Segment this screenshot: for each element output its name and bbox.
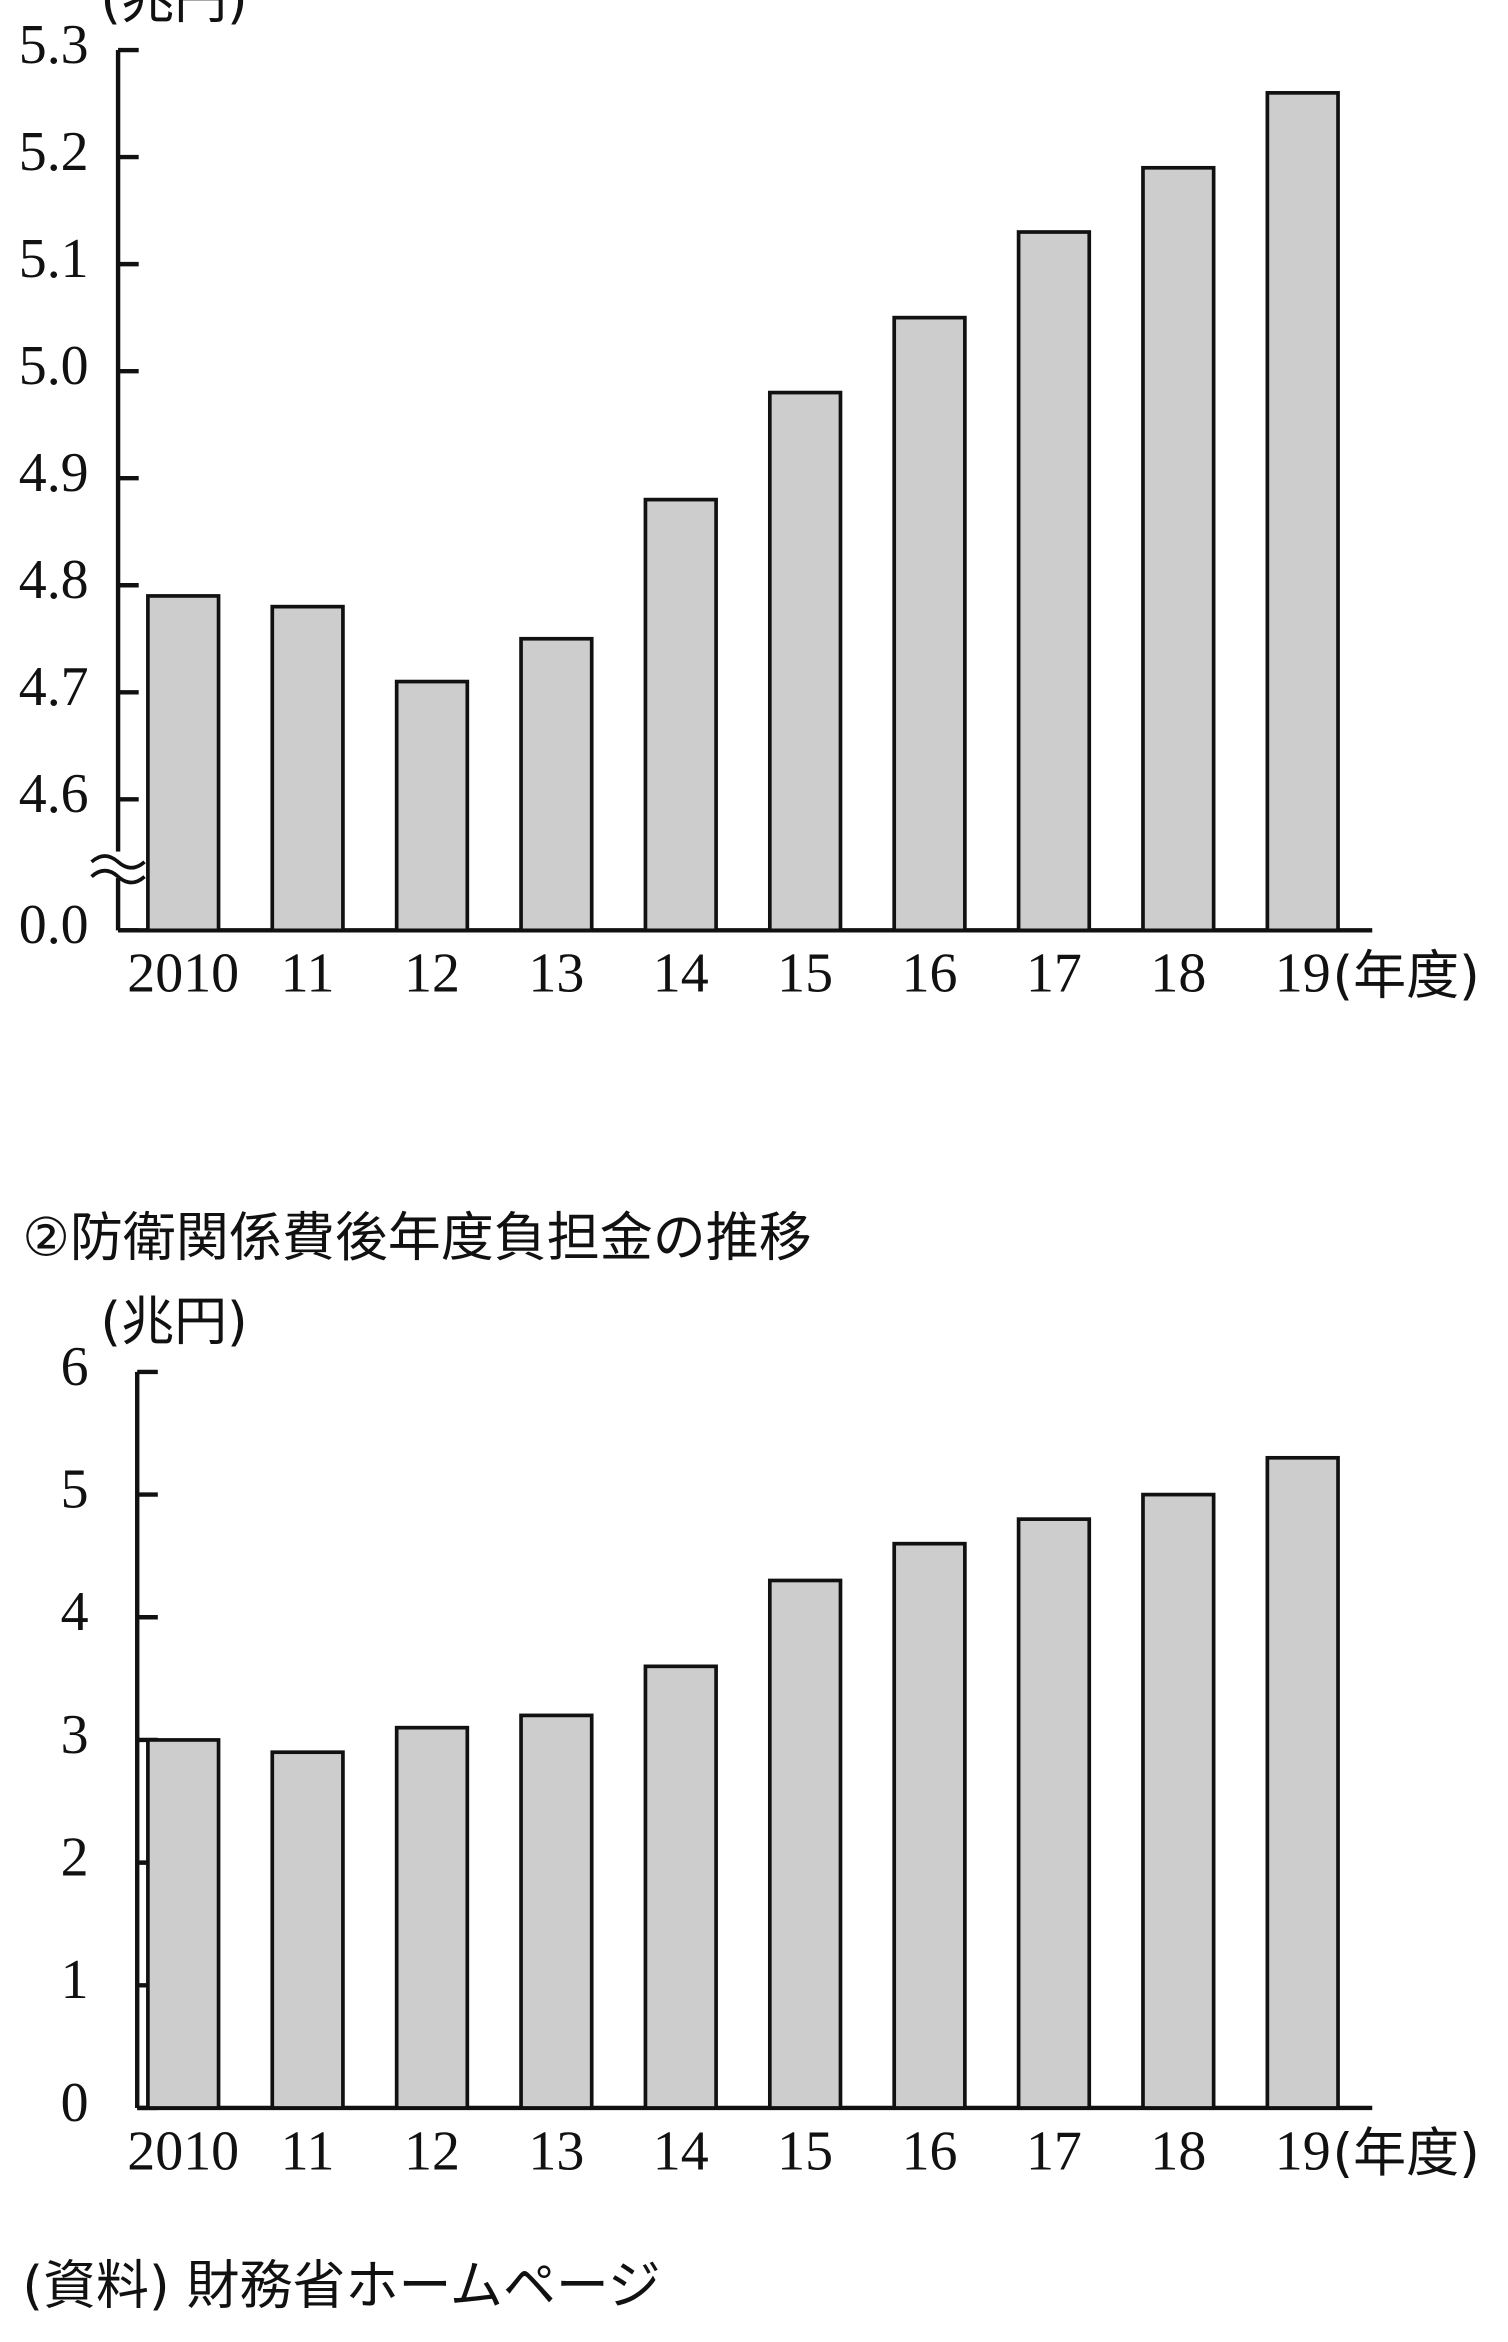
bar xyxy=(767,1578,843,2110)
bar xyxy=(643,497,718,933)
x-tick-label: 19 xyxy=(1275,943,1331,1005)
y-tick-label: 2 xyxy=(61,1826,89,1888)
bar xyxy=(1141,165,1216,933)
bar xyxy=(1016,1517,1092,2110)
x-axis-label: (年度) xyxy=(1333,946,1480,1007)
y-tick-label: 5 xyxy=(61,1458,89,1520)
x-tick-label: 13 xyxy=(528,2120,584,2182)
bar xyxy=(146,1738,221,2110)
y-axis-label: (兆円) xyxy=(100,1291,247,1352)
x-tick-label: 13 xyxy=(528,943,584,1005)
x-tick-label: 19 xyxy=(1275,2120,1331,2182)
bar xyxy=(270,1750,345,2110)
y-tick-label: 4.8 xyxy=(19,549,89,611)
y-tick-label: 0 xyxy=(61,2072,89,2134)
bar xyxy=(892,1541,967,2110)
x-tick-label: 14 xyxy=(653,943,709,1005)
y-tick-label: 0.0 xyxy=(19,894,89,956)
bar xyxy=(394,1725,470,2110)
x-tick-label: 12 xyxy=(404,2120,460,2182)
y-axis-label: (兆円) xyxy=(100,0,247,31)
x-tick-label: 2010 xyxy=(127,2120,239,2182)
axis-break-mark xyxy=(90,854,146,870)
source-note: (資料) 財務省ホームページ xyxy=(22,2256,660,2317)
y-tick-label: 5.0 xyxy=(19,335,89,397)
y-tick-label: 4.9 xyxy=(19,442,89,504)
x-tick-label: 17 xyxy=(1026,943,1082,1005)
x-tick-label: 18 xyxy=(1150,943,1206,1005)
y-tick-label: 5.1 xyxy=(19,228,89,290)
x-tick-label: 12 xyxy=(404,943,460,1005)
y-tick-label: 4.6 xyxy=(19,763,89,825)
chart-title: ②防衛関係費後年度負担金の推移 xyxy=(22,1208,811,1269)
y-tick-label: 3 xyxy=(61,1704,89,1766)
bar xyxy=(394,679,470,933)
bar xyxy=(1265,1455,1340,2110)
y-tick-label: 4 xyxy=(61,1581,89,1643)
y-tick-label: 5.3 xyxy=(19,14,89,76)
axis-break-gap xyxy=(112,851,124,879)
x-axis-label: (年度) xyxy=(1333,2123,1480,2184)
bar xyxy=(146,594,221,933)
x-tick-label: 14 xyxy=(653,2120,709,2182)
y-tick-label: 1 xyxy=(61,1949,89,2011)
x-tick-label: 16 xyxy=(902,2120,958,2182)
x-tick-label: 11 xyxy=(281,2120,335,2182)
y-tick-label: 5.2 xyxy=(19,121,89,183)
x-tick-label: 15 xyxy=(777,943,833,1005)
x-tick-label: 2010 xyxy=(127,943,239,1005)
x-tick-label: 15 xyxy=(777,2120,833,2182)
x-tick-label: 16 xyxy=(902,943,958,1005)
bar xyxy=(519,636,594,933)
bar xyxy=(1016,230,1092,933)
y-tick-label: 6 xyxy=(61,1336,89,1398)
bar xyxy=(1141,1492,1216,2110)
bar xyxy=(270,604,345,933)
x-tick-label: 18 xyxy=(1150,2120,1206,2182)
bar xyxy=(519,1713,594,2110)
bar xyxy=(643,1664,718,2110)
bar xyxy=(892,315,967,933)
x-tick-label: 11 xyxy=(281,943,335,1005)
bar xyxy=(1265,91,1340,933)
bar xyxy=(767,390,843,933)
x-tick-label: 17 xyxy=(1026,2120,1082,2182)
y-tick-label: 4.7 xyxy=(19,656,89,718)
axis-break-mark xyxy=(90,868,146,885)
